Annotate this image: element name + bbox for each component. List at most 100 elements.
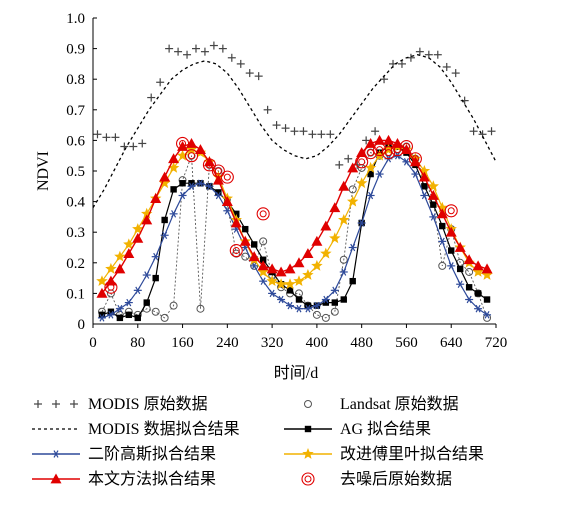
data-point (165, 44, 174, 53)
circle-mark (330, 307, 339, 316)
triangle-mark (159, 171, 171, 182)
data-point (444, 204, 458, 218)
inner-ring (402, 143, 410, 151)
data-point (120, 142, 129, 151)
data-point (348, 243, 357, 252)
data-point (330, 307, 339, 316)
y-tick-label: 0.9 (66, 42, 85, 58)
data-point (167, 161, 180, 173)
triangle-mark (445, 226, 457, 237)
data-point (329, 202, 341, 213)
data-point (229, 244, 243, 258)
square-mark (188, 180, 195, 187)
asterisk-arm (215, 191, 221, 200)
triangle-mark (221, 196, 233, 206)
legend-marker (302, 448, 314, 459)
data-point (169, 210, 178, 218)
data-point (474, 289, 483, 298)
data-point (141, 214, 153, 225)
data-point (277, 295, 286, 304)
data-point (357, 219, 366, 227)
legend-marker (304, 400, 312, 408)
legend-label: 改进傅里叶拟合结果 (340, 445, 484, 463)
data-point (215, 189, 222, 196)
star-mark (158, 177, 171, 189)
data-point (263, 105, 272, 114)
asterisk-arm (126, 298, 132, 307)
asterisk-arm (484, 311, 490, 319)
data-point (111, 133, 120, 142)
x-tick-label: 0 (89, 335, 97, 351)
asterisk-arm (475, 304, 481, 313)
asterisk-arm (314, 301, 320, 310)
data-point (147, 93, 156, 102)
data-point (330, 286, 339, 295)
data-point (438, 237, 447, 246)
data-point (474, 290, 482, 297)
data-point (322, 299, 330, 306)
data-point (481, 269, 493, 280)
data-point (469, 127, 478, 136)
data-point (293, 257, 305, 268)
series-3 (98, 143, 491, 322)
circle-mark (151, 307, 160, 316)
data-point (474, 304, 483, 313)
data-point (196, 179, 205, 188)
triangle-mark (302, 248, 314, 259)
data-point (339, 268, 348, 276)
data-point (303, 304, 312, 313)
data-point (411, 170, 420, 178)
data-point (281, 124, 290, 133)
asterisk-arm (53, 450, 59, 458)
outer-ring (399, 139, 413, 154)
triangle-mark (284, 263, 296, 274)
outer-ring (301, 472, 315, 486)
data-point (308, 130, 317, 139)
asterisk-arm (377, 170, 383, 178)
square-mark (295, 296, 303, 303)
asterisk-arm (278, 295, 284, 304)
series-4 (97, 151, 492, 322)
asterisk-arm (162, 231, 168, 240)
triangle-mark (257, 260, 269, 271)
asterisk-arm (332, 286, 338, 295)
star-mark (284, 278, 296, 290)
asterisk-arm (224, 207, 230, 215)
data-point (191, 44, 200, 53)
triangle-mark (454, 242, 466, 252)
triangle-mark (123, 248, 135, 259)
data-point (256, 207, 270, 221)
y-tick-label: 0.5 (66, 164, 85, 180)
star-mark (176, 149, 189, 161)
triangle-mark (293, 257, 305, 268)
data-point (321, 313, 330, 322)
inner-ring (393, 146, 401, 154)
asterisk-arm (439, 237, 445, 246)
legend-marker (34, 400, 42, 408)
data-point (227, 53, 236, 62)
data-point (397, 59, 406, 68)
series-line (101, 139, 488, 294)
outer-ring (256, 207, 270, 221)
data-point (236, 59, 245, 68)
legend-marker (52, 400, 60, 408)
data-point (209, 41, 218, 50)
triangle-mark (338, 180, 350, 191)
data-point (194, 144, 206, 154)
star-mark (185, 143, 198, 155)
circle-mark (232, 249, 241, 258)
data-point (150, 193, 162, 203)
data-point (259, 256, 267, 263)
data-point (97, 314, 106, 322)
data-point (107, 308, 115, 315)
data-point (294, 304, 303, 313)
inner-ring (223, 173, 231, 181)
asterisk-arm (430, 213, 436, 221)
circle-mark (321, 313, 330, 322)
circle-mark (312, 310, 321, 319)
star-mark (96, 275, 108, 286)
triangle-mark (239, 235, 251, 246)
triangle-mark (383, 134, 395, 145)
data-point (248, 251, 260, 262)
